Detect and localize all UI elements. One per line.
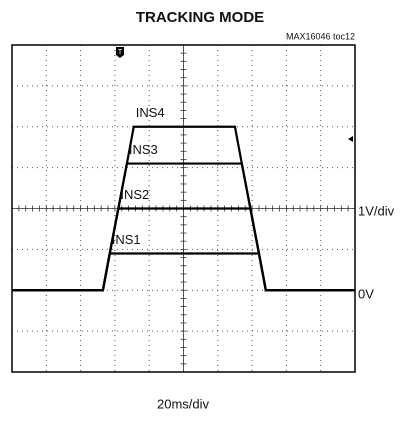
plot-border bbox=[11, 44, 356, 373]
x-scale-label: 20ms/div bbox=[157, 396, 210, 411]
trace bbox=[12, 125, 355, 292]
chart-title: TRACKING MODE bbox=[136, 9, 264, 26]
series-label: INS3 bbox=[129, 142, 158, 157]
zero-label: 0V bbox=[358, 286, 374, 301]
trigger-marker bbox=[116, 47, 124, 58]
series-label: INS2 bbox=[120, 187, 149, 202]
series-label: INS1 bbox=[112, 232, 141, 247]
series-label: INS4 bbox=[136, 105, 165, 120]
level-marker bbox=[348, 136, 353, 143]
figure-id: MAX16046 toc12 bbox=[286, 31, 355, 41]
y-scale-label: 1V/div bbox=[358, 203, 395, 218]
trigger-t: T bbox=[118, 49, 123, 56]
